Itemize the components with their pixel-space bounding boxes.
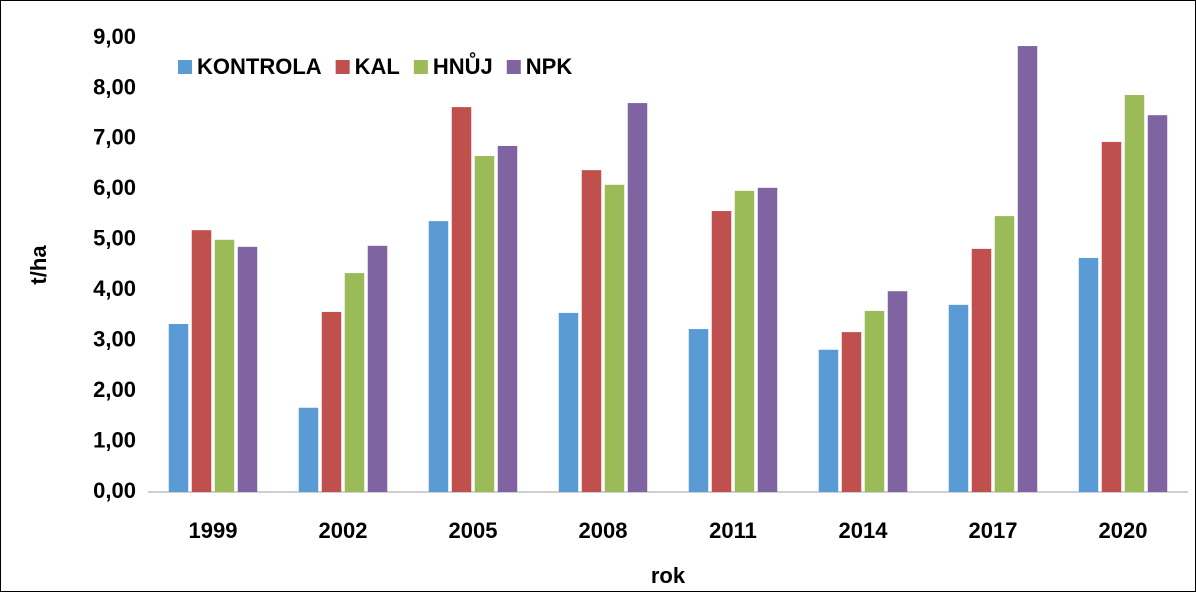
bar bbox=[558, 312, 579, 492]
bar bbox=[711, 211, 732, 492]
bar bbox=[1124, 95, 1145, 492]
bar bbox=[887, 291, 908, 492]
y-tick-label: 9,00 bbox=[93, 24, 136, 49]
bar bbox=[604, 184, 625, 492]
bar bbox=[321, 311, 342, 492]
bar bbox=[451, 107, 472, 492]
bar bbox=[994, 216, 1015, 492]
bar bbox=[168, 324, 189, 492]
bar bbox=[818, 349, 839, 492]
x-tick-label: 2002 bbox=[319, 518, 368, 543]
bar bbox=[948, 304, 969, 492]
x-tick-label: 2014 bbox=[839, 518, 889, 543]
y-tick-label: 6,00 bbox=[93, 175, 136, 200]
y-tick-label: 5,00 bbox=[93, 226, 136, 251]
bar bbox=[688, 329, 709, 492]
y-tick-label: 2,00 bbox=[93, 377, 136, 402]
bar bbox=[1078, 257, 1099, 492]
bar bbox=[237, 246, 258, 492]
x-tick-label: 2011 bbox=[709, 518, 757, 543]
y-tick-label: 4,00 bbox=[93, 276, 136, 301]
bar bbox=[971, 248, 992, 492]
bar bbox=[474, 156, 495, 493]
x-tick-label: 2017 bbox=[969, 518, 1018, 543]
y-tick-label: 0,00 bbox=[93, 478, 136, 503]
bar bbox=[1101, 141, 1122, 492]
bar bbox=[497, 145, 518, 492]
bar bbox=[298, 407, 319, 492]
y-tick-label: 1,00 bbox=[93, 427, 136, 452]
bar bbox=[428, 221, 449, 492]
legend-label: HNŮJ bbox=[433, 51, 493, 79]
x-tick-label: 2005 bbox=[449, 518, 498, 543]
legend-label: KAL bbox=[355, 54, 400, 79]
bar bbox=[734, 190, 755, 492]
bar bbox=[344, 273, 365, 492]
y-axis-label: t/ha bbox=[26, 245, 51, 285]
legend-label: NPK bbox=[526, 54, 573, 79]
bar bbox=[214, 239, 235, 492]
bar bbox=[841, 332, 862, 492]
bar bbox=[191, 230, 212, 492]
x-tick-label: 1999 bbox=[189, 518, 238, 543]
y-tick-label: 7,00 bbox=[93, 125, 136, 150]
legend-swatch bbox=[413, 60, 428, 74]
x-tick-label: 2008 bbox=[579, 518, 628, 543]
x-tick-label: 2020 bbox=[1099, 518, 1148, 543]
y-tick-label: 3,00 bbox=[93, 326, 136, 351]
bar bbox=[581, 170, 602, 493]
bar bbox=[367, 245, 388, 492]
bar bbox=[1017, 46, 1038, 493]
bar bbox=[1147, 115, 1168, 493]
bar bbox=[864, 310, 885, 492]
y-tick-label: 8,00 bbox=[93, 74, 136, 99]
legend-swatch bbox=[506, 60, 521, 74]
legend-label: KONTROLA bbox=[197, 54, 322, 79]
x-axis-label: rok bbox=[651, 563, 686, 588]
legend-swatch bbox=[335, 60, 350, 74]
legend-swatch bbox=[178, 60, 192, 74]
bar bbox=[757, 187, 778, 492]
bar bbox=[627, 103, 648, 492]
